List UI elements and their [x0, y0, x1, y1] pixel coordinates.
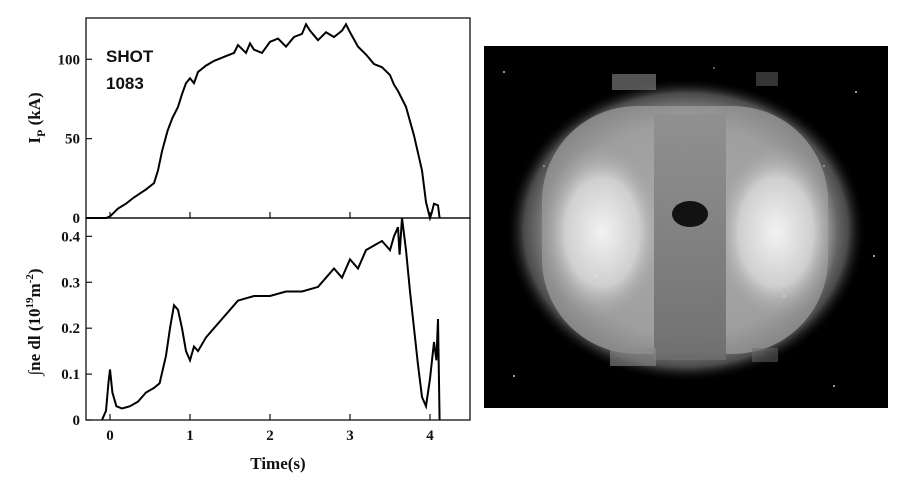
x-tick-label: 4 [426, 428, 434, 444]
x-tick-label: 3 [346, 428, 354, 444]
x-tick-label: 1 [186, 428, 194, 444]
plasma-camera-image [484, 46, 888, 408]
x-axis-title: Time(s) [250, 454, 305, 473]
bottom-ylabel-end: ) [25, 268, 44, 274]
x-tick-label: 2 [266, 428, 274, 444]
bottom-ylabel-sup2: -2 [24, 274, 36, 284]
bottom-plot-frame [85, 217, 471, 421]
top-y-tick-label: 100 [58, 52, 81, 68]
top-y-axis-title: IP (kA) [25, 92, 48, 143]
bottom-ylabel-mid: m [25, 283, 44, 297]
top-y-tick-label: 50 [65, 132, 80, 148]
line-density-series [101, 217, 441, 421]
top-ylabel-main: I [25, 137, 44, 144]
top-ylabel-sub: P [34, 130, 48, 137]
bottom-ylabel-main: ∫ne dl (10 [25, 309, 45, 377]
top-ylabel-unit: (kA) [25, 92, 44, 129]
bottom-ylabel-sup1: 19 [24, 297, 36, 309]
x-tick-label: 0 [106, 428, 114, 444]
bottom-y-tick-label: 0.3 [61, 275, 80, 291]
bottom-y-tick-label: 0.2 [61, 321, 80, 337]
shot-label: SHOT [106, 47, 154, 66]
bottom-axis-ticks: 0 0.1 0.2 0.3 0.4 0 1 2 3 4 [61, 229, 434, 444]
shot-number: 1083 [106, 74, 144, 93]
top-y-tick-label: 0 [73, 211, 81, 227]
plasma-image-icon [484, 46, 888, 408]
bottom-y-tick-label: 0.4 [61, 229, 80, 245]
plasma-current-series [86, 22, 441, 222]
bottom-y-tick-label: 0.1 [61, 367, 80, 383]
bottom-y-tick-label: 0 [73, 413, 81, 429]
bottom-y-axis-title: ∫ne dl (1019m-2) [24, 268, 45, 376]
